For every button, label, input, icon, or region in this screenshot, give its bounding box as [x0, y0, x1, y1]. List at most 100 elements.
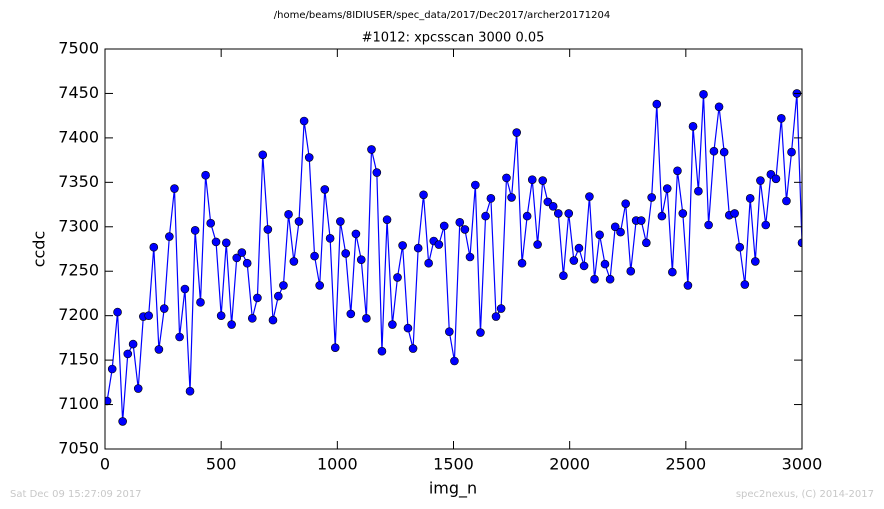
- data-point: [201, 170, 210, 180]
- data-point: [232, 253, 242, 263]
- data-point: [621, 199, 630, 208]
- data-point: [662, 184, 672, 193]
- data-point: [113, 307, 122, 317]
- data-point: [517, 258, 527, 268]
- data-point: [274, 291, 283, 301]
- data-point: [564, 209, 574, 218]
- x-tick-label: 1500: [433, 455, 474, 474]
- data-point: [388, 320, 397, 329]
- data-point: [346, 309, 356, 319]
- data-point: [170, 184, 179, 193]
- data-point: [227, 320, 236, 329]
- data-point: [419, 190, 428, 200]
- data-point: [787, 147, 796, 157]
- data-point: [476, 328, 485, 337]
- data-point: [190, 226, 200, 235]
- data-point: [351, 229, 361, 239]
- data-point: [761, 220, 771, 230]
- y-tick-label: 7250: [58, 261, 99, 280]
- data-point: [756, 176, 765, 185]
- data-point: [118, 417, 127, 426]
- data-point: [336, 217, 345, 226]
- data-point: [683, 281, 693, 290]
- data-point: [180, 284, 190, 294]
- data-point: [735, 242, 745, 252]
- data-point: [777, 114, 786, 123]
- footer-left: Sat Dec 09 15:27:09 2017: [10, 489, 142, 500]
- data-point: [595, 230, 604, 240]
- x-tick-label: 2000: [549, 455, 590, 474]
- data-point: [668, 267, 677, 277]
- data-point: [242, 258, 252, 268]
- data-point: [751, 257, 760, 266]
- data-point: [699, 90, 708, 99]
- y-tick-label: 7450: [58, 83, 99, 102]
- suptitle: /home/beams/8IDIUSER/spec_data/2017/Dec2…: [274, 10, 610, 21]
- data-point: [450, 356, 459, 366]
- chart-title: #1012: xpcsscan 3000 0.05: [362, 31, 545, 46]
- data-point: [107, 364, 117, 374]
- axes-frame: [104, 48, 803, 450]
- data-point: [175, 332, 184, 342]
- data-point: [714, 102, 724, 112]
- data-point: [105, 396, 112, 406]
- data-point: [512, 128, 521, 137]
- data-point: [144, 311, 153, 320]
- x-axis-label: img_n: [429, 479, 477, 499]
- data-point: [424, 258, 433, 268]
- y-tick-label: 7200: [58, 305, 99, 324]
- data-point: [709, 146, 719, 156]
- data-point: [279, 281, 288, 290]
- data-point: [502, 173, 511, 183]
- y-tick-label: 7400: [58, 127, 99, 146]
- data-point: [253, 293, 262, 303]
- data-point: [341, 249, 350, 258]
- data-point: [398, 241, 407, 250]
- data-point: [377, 346, 387, 356]
- data-point: [688, 122, 698, 131]
- data-point: [574, 243, 584, 253]
- data-point: [496, 304, 506, 313]
- x-tick-label: 0: [100, 455, 110, 474]
- data-point: [133, 384, 143, 393]
- data-point: [782, 196, 791, 206]
- data-point: [590, 274, 599, 284]
- x-tick-label: 500: [206, 455, 237, 474]
- y-tick-label: 7050: [58, 439, 99, 458]
- data-point: [538, 176, 548, 185]
- data-point: [320, 185, 330, 194]
- data-point: [434, 240, 444, 249]
- data-point: [694, 186, 703, 196]
- data-point: [642, 238, 651, 248]
- data-point: [367, 145, 376, 154]
- data-point: [678, 209, 688, 218]
- y-tick-label: 7500: [58, 39, 99, 58]
- data-point: [206, 218, 216, 228]
- data-point: [149, 242, 159, 252]
- data-point: [330, 343, 340, 352]
- data-point: [797, 238, 802, 248]
- data-point: [211, 237, 221, 247]
- data-point: [304, 153, 314, 162]
- data-point: [559, 271, 568, 280]
- data-point: [704, 220, 713, 230]
- data-point: [445, 327, 454, 336]
- y-axis-label: ccdc: [30, 231, 49, 268]
- data-point: [196, 298, 205, 307]
- x-tick-label: 1000: [317, 455, 358, 474]
- data-point: [486, 194, 496, 203]
- y-tick-label: 7150: [58, 350, 99, 369]
- x-tick-label: 2500: [665, 455, 706, 474]
- data-point: [465, 252, 475, 262]
- data-point: [165, 232, 174, 241]
- data-point: [284, 210, 293, 219]
- data-point: [585, 192, 594, 201]
- data-point: [605, 274, 615, 284]
- data-point: [740, 280, 750, 289]
- data-point: [652, 99, 662, 109]
- data-point: [403, 323, 413, 333]
- data-point: [393, 273, 402, 282]
- data-point: [247, 314, 257, 323]
- data-point: [128, 339, 138, 349]
